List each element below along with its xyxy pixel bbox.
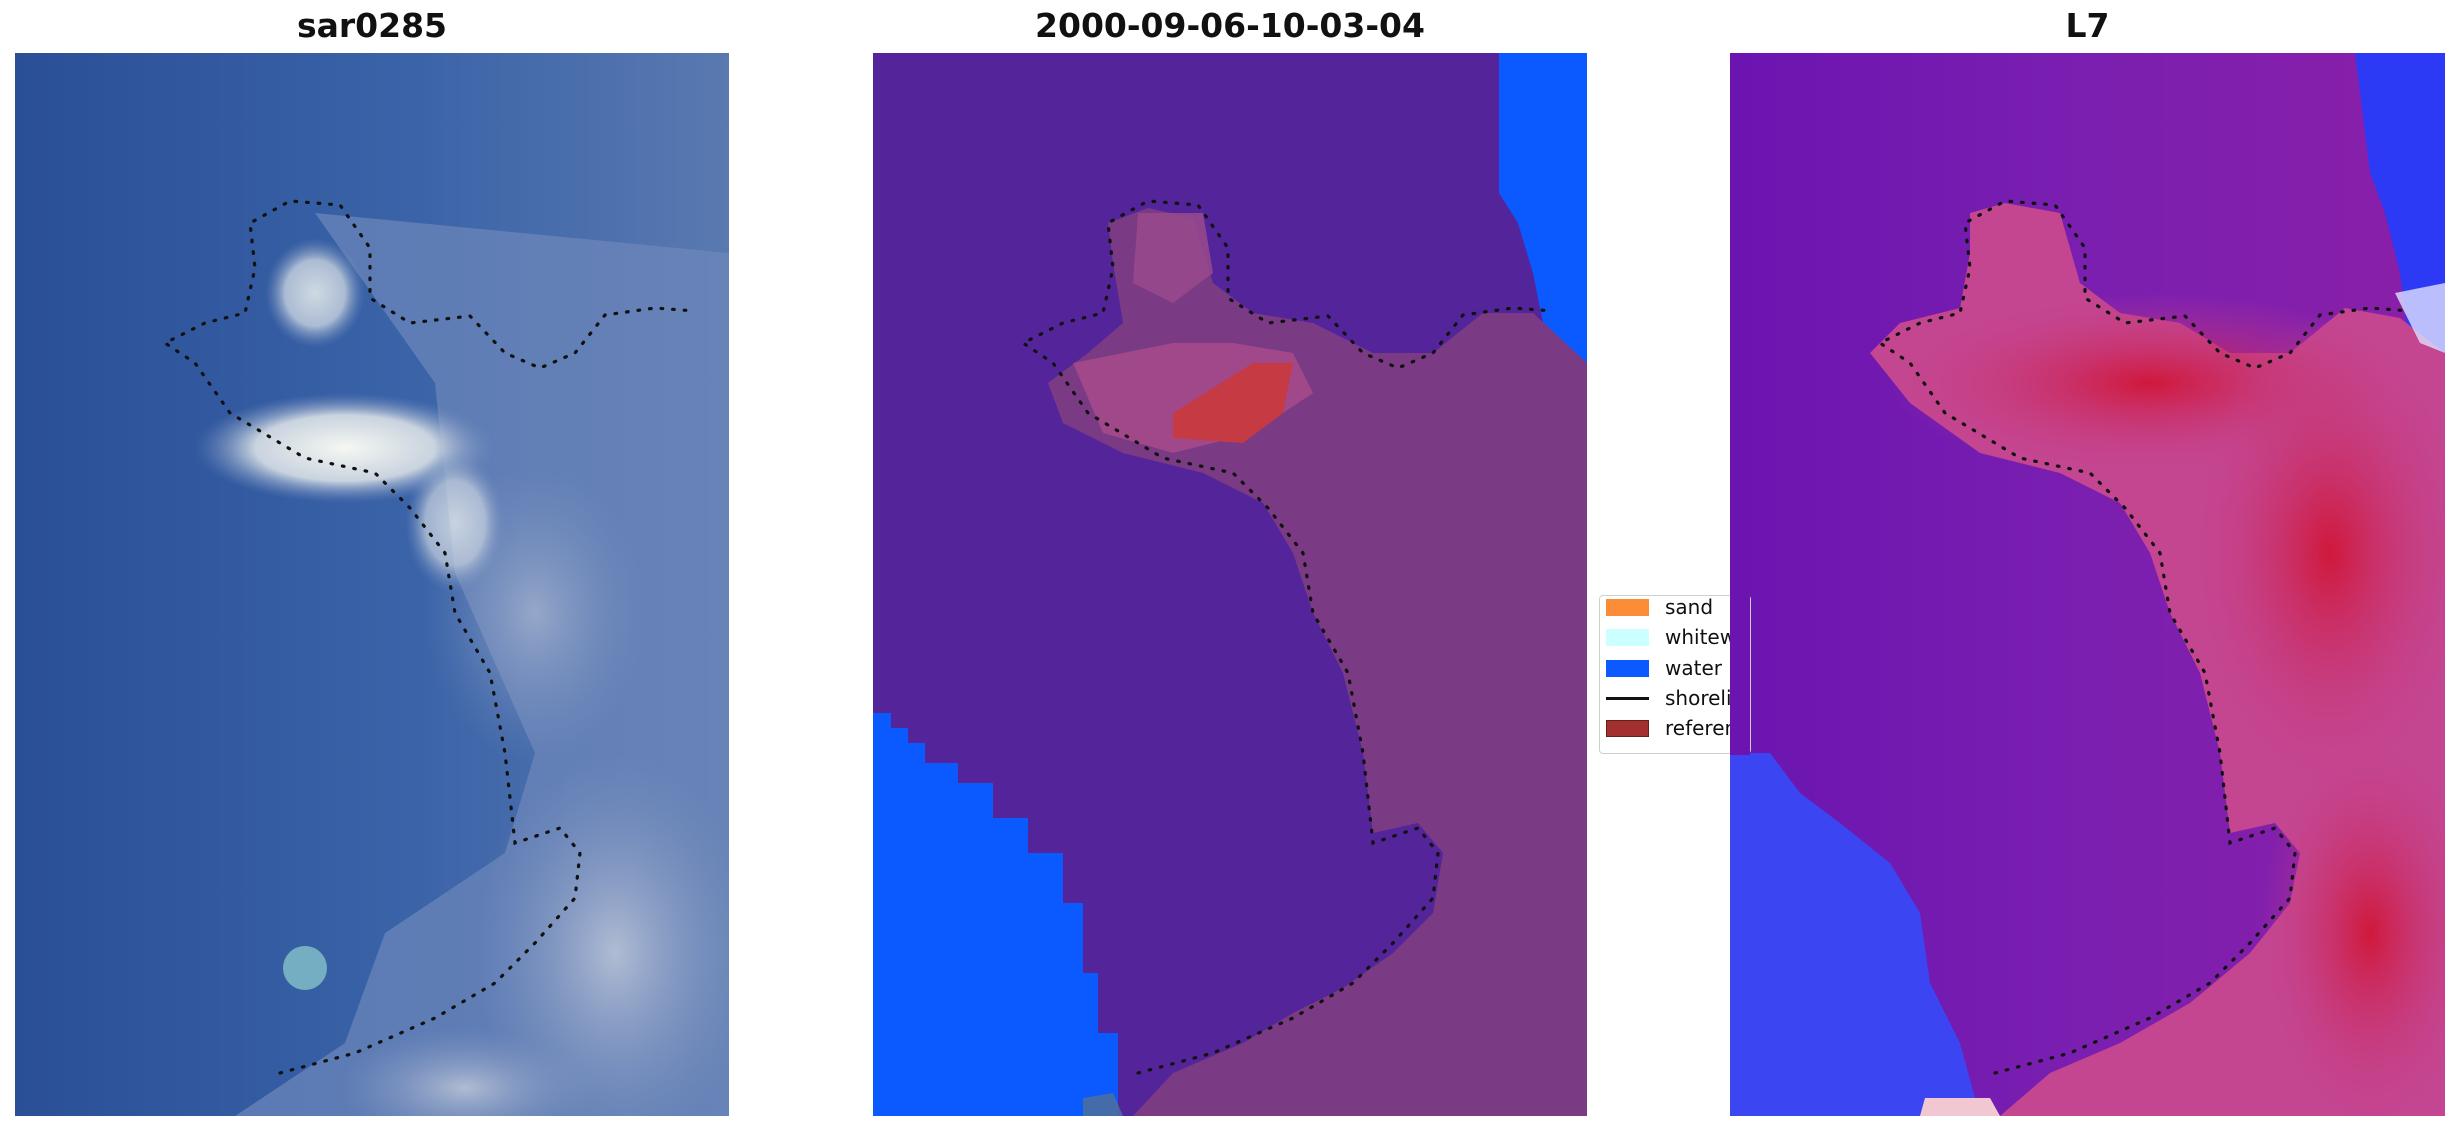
index-water-bottom-left: [1730, 753, 1980, 1116]
panel-title-classification: 2000-09-06-10-03-04: [1035, 6, 1425, 45]
classification-panel: [873, 53, 1587, 1116]
index-water-top-right: [2355, 53, 2445, 353]
class-water-bottom-left: [873, 713, 1118, 1116]
index-bright-spot: [1920, 1098, 2000, 1116]
panel-overlap-edge: [1730, 595, 1750, 755]
legend-swatch-whitewater: [1606, 628, 1649, 646]
class-reference-region: [1173, 363, 1293, 443]
index-image: [1730, 53, 2445, 1116]
legend-label: sand: [1665, 595, 1714, 619]
classification-legend: sand whitewater water shoreline referenc…: [1599, 595, 1751, 754]
rgb-image: [15, 53, 729, 1116]
panel-title-index: L7: [2065, 6, 2110, 45]
class-water-top-right: [1499, 53, 1587, 363]
legend-swatch-water: [1606, 659, 1649, 677]
legend-item-water: water: [1606, 656, 1722, 680]
index-panel: [1730, 53, 2445, 1116]
classification-image: [873, 53, 1587, 1116]
legend-label: water: [1665, 656, 1722, 680]
rgb-image-panel: [15, 53, 729, 1116]
shoreline-contour: [161, 199, 697, 1075]
legend-swatch-reference: [1606, 719, 1649, 737]
shoreline-contour: [1876, 199, 2412, 1075]
legend-line-shoreline: [1606, 696, 1649, 700]
legend-swatch-sand: [1606, 598, 1649, 616]
panel-title-rgb: sar0285: [296, 6, 448, 45]
legend-item-sand: sand: [1606, 595, 1714, 619]
shoreline-contour: [1019, 199, 1555, 1075]
